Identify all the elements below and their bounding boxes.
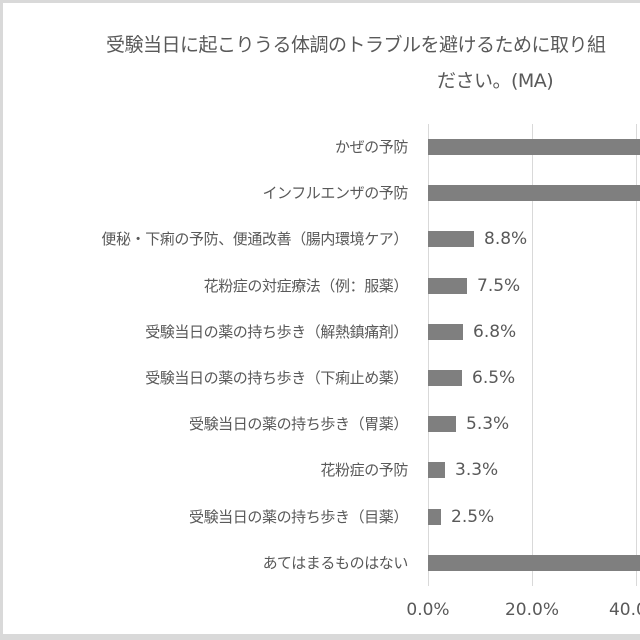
chart-title-line-2: ださい。(MA) [437, 70, 554, 92]
data-label: 2.5% [451, 506, 495, 527]
category-label: 受験当日の薬の持ち歩き（解熱鎮痛剤） [145, 322, 408, 341]
gridline-40 [636, 124, 637, 586]
bar-row: 受験当日の薬の持ち歩き（胃薬） 5.3% [0, 414, 640, 434]
category-label: 便秘・下痢の予防、便通改善（腸内環境ケア） [101, 230, 408, 249]
category-label: あてはまるものはない [262, 553, 409, 572]
bar-row: 受験当日の薬の持ち歩き（下痢止め薬） 6.5% [0, 368, 640, 388]
x-tick-0: 0.0% [406, 600, 450, 620]
bar [428, 185, 640, 202]
bar-row: かぜの予防 [0, 137, 640, 157]
category-label: インフルエンザの予防 [262, 184, 408, 203]
category-label: 花粉症の予防 [320, 461, 408, 480]
bar-row: 便秘・下痢の予防、便通改善（腸内環境ケア） 8.8% [0, 229, 640, 249]
data-label: 6.8% [473, 321, 517, 342]
bar-row: あてはまるものはない [0, 553, 640, 573]
bar [428, 277, 467, 294]
bar [428, 554, 640, 571]
bar [428, 139, 640, 155]
bar-row: 受験当日の薬の持ち歩き（解熱鎮痛剤） 6.8% [0, 322, 640, 342]
gridline-0 [428, 124, 429, 586]
bar [428, 323, 463, 340]
gridline-20 [532, 124, 533, 586]
bar [428, 370, 462, 386]
bar [428, 508, 441, 525]
category-label: 受験当日の薬の持ち歩き（下痢止め薬） [145, 369, 408, 387]
bar-row: 受験当日の薬の持ち歩き（目薬） 2.5% [0, 507, 640, 527]
chart-area [3, 3, 640, 634]
x-tick-40: 40.0% [608, 600, 640, 620]
bar [428, 416, 456, 433]
data-label: 5.3% [466, 414, 510, 435]
data-label: 8.8% [484, 229, 528, 250]
bar-row: 花粉症の対症療法（例：服薬） 7.5% [0, 276, 640, 296]
data-label: 3.3% [455, 460, 499, 481]
chart-title-line-1: 受験当日に起こりうる体調のトラブルを避けるために取り組 [106, 34, 606, 56]
data-label: 7.5% [477, 275, 521, 296]
bar [428, 462, 445, 479]
category-label: 花粉症の対症療法（例：服薬） [203, 276, 409, 295]
x-tick-20: 20.0% [504, 600, 560, 620]
category-label: 受験当日の薬の持ち歩き（目薬） [188, 507, 408, 526]
bar-row: 花粉症の予防 3.3% [0, 460, 640, 480]
data-label: 6.5% [472, 368, 516, 388]
bar [428, 231, 474, 248]
category-label: 受験当日の薬の持ち歩き（胃薬） [188, 415, 408, 434]
category-label: かぜの予防 [334, 138, 408, 156]
bar-row: インフルエンザの予防 [0, 183, 640, 203]
